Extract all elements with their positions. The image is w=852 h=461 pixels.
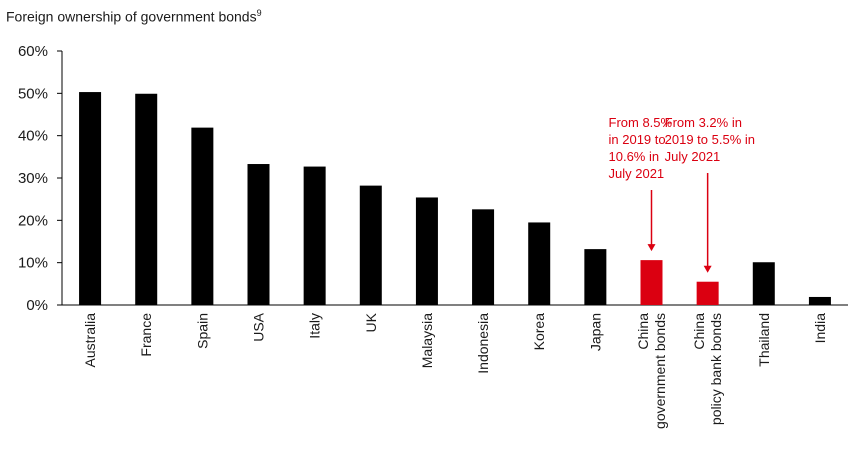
x-category-label: policy bank bonds [708, 313, 724, 425]
x-category-label: Spain [194, 313, 210, 349]
bar [303, 166, 326, 305]
annotation-text: From 3.2% in [665, 115, 742, 130]
x-category-label: Italy [307, 313, 323, 339]
annotation-arrow-head [647, 244, 656, 252]
annotation-arrow-head [703, 265, 712, 273]
y-tick-label: 60% [18, 43, 48, 60]
bar [584, 249, 607, 305]
annotation-text: in 2019 to [609, 132, 666, 147]
bar [808, 296, 831, 305]
annotation-text: 2019 to 5.5% in [665, 132, 755, 147]
x-category-label: USA [251, 312, 267, 341]
x-category-label: UK [363, 312, 379, 332]
title-footnote-marker: 9 [256, 8, 262, 18]
x-category-label: Indonesia [475, 313, 491, 374]
bar [472, 209, 495, 305]
x-category-label: government bonds [652, 313, 668, 429]
y-tick-label: 30% [18, 170, 48, 187]
y-tick-label: 10% [18, 255, 48, 272]
y-tick-label: 0% [26, 297, 48, 314]
x-category-label: Thailand [756, 313, 772, 367]
bar [752, 262, 775, 305]
annotation-text: 10.6% in [609, 149, 660, 164]
bar [191, 127, 214, 305]
bar [528, 222, 551, 305]
x-category-label: China [635, 313, 651, 350]
y-tick-label: 20% [18, 212, 48, 229]
y-tick-label: 50% [18, 85, 48, 102]
bar [696, 281, 719, 305]
x-category-label: Japan [587, 313, 603, 351]
x-category-label: China [691, 313, 707, 350]
bar [359, 185, 382, 305]
x-category-label: India [812, 313, 828, 344]
y-tick-label: 40% [18, 128, 48, 145]
annotation-text: From 8.5% [609, 115, 673, 130]
bar [640, 260, 663, 305]
chart-title: Foreign ownership of government bonds9 [6, 8, 262, 25]
x-category-label: Australia [82, 313, 98, 368]
bar [247, 164, 270, 305]
x-category-label: France [138, 313, 154, 357]
x-category-label: Malaysia [419, 313, 435, 368]
bar [79, 92, 102, 306]
annotation-text: July 2021 [665, 149, 721, 164]
bar [415, 197, 438, 305]
x-category-label: Korea [531, 313, 547, 351]
bar [135, 93, 158, 305]
annotation-text: July 2021 [609, 166, 665, 181]
